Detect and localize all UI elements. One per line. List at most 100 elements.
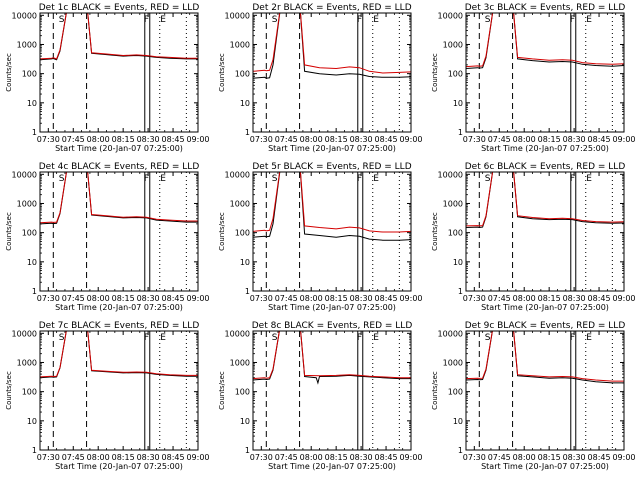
marker-label-e: E [586,333,592,343]
marker-label-s: S [485,15,491,25]
x-tick-label: 08:15 [112,453,135,462]
series-line-events [466,331,624,384]
panel-title: Det 5r BLACK = Events, RED = LLD [252,162,411,172]
x-tick-label: 07:45 [62,453,85,462]
marker-label-e: E [373,174,379,184]
x-tick-label: 07:45 [275,294,298,303]
marker-label-s: S [59,333,65,343]
x-tick-label: 08:30 [563,453,586,462]
y-axis-label: Counts/sec [218,53,226,92]
x-tick-label: 08:45 [588,294,611,303]
x-tick-label: 07:45 [62,294,85,303]
marker-label-s: S [272,333,278,343]
chart-panel-2: Det 2r BLACK = Events, RED = LLD Counts/s… [218,3,423,153]
marker-label-f: F [144,174,149,184]
x-tick-label: 07:30 [463,135,486,144]
y-tick-label: 1000 [443,358,463,367]
marker-label-f: F [357,174,362,184]
y-tick-label: 10000 [12,329,37,338]
chart-panel-1: Det 1c BLACK = Events, RED = LLD Counts/s… [5,3,210,153]
x-tick-label: 08:00 [513,135,536,144]
y-tick-label: 1000 [443,40,463,49]
x-tick-label: 08:30 [137,453,160,462]
y-tick-label: 10000 [12,11,37,20]
y-tick-label: 1000 [17,40,37,49]
x-tick-label: 08:15 [112,135,135,144]
series-line-events [253,13,411,79]
series-line-lld [466,172,624,227]
marker-label-f: F [570,174,575,184]
y-axis-label: Counts/sec [431,53,439,92]
x-tick-label: 08:00 [300,135,323,144]
marker-label-e: E [586,15,592,25]
series-line-lld [40,331,198,378]
x-tick-label: 08:45 [375,135,398,144]
y-tick-label: 1 [245,446,250,455]
x-tick-label: 07:30 [37,135,60,144]
x-tick-label: 08:45 [588,453,611,462]
panel-title: Det 1c BLACK = Events, RED = LLD [39,3,200,13]
plot-frame [465,330,625,451]
x-tick-label: 09:00 [186,453,209,462]
y-tick-label: 10000 [12,170,37,179]
marker-label-f: F [570,333,575,343]
x-tick-label: 07:45 [62,135,85,144]
y-tick-label: 10 [240,99,250,108]
plot-frame [252,12,412,133]
y-tick-label: 100 [235,388,250,397]
x-tick-label: 09:00 [399,294,422,303]
marker-label-s: S [272,174,278,184]
plot-frame [39,330,199,451]
x-tick-label: 07:30 [37,294,60,303]
x-axis-label: Start Time (20-Jan-07 07:25:00) [481,144,609,153]
x-tick-label: 08:30 [563,135,586,144]
y-tick-label: 1000 [443,199,463,208]
x-tick-label: 08:00 [513,294,536,303]
marker-label-e: E [373,15,379,25]
x-axis-label: Start Time (20-Jan-07 07:25:00) [481,462,609,471]
series-line-lld [253,13,411,74]
panel-title: Det 6c BLACK = Events, RED = LLD [465,162,626,172]
x-tick-label: 07:45 [488,294,511,303]
x-tick-label: 09:00 [399,453,422,462]
plot-frame [465,171,625,292]
y-tick-label: 1000 [17,199,37,208]
x-tick-label: 09:00 [186,135,209,144]
marker-label-s: S [485,174,491,184]
x-tick-label: 08:15 [325,453,348,462]
x-axis-label: Start Time (20-Jan-07 07:25:00) [481,303,609,312]
x-tick-label: 08:00 [300,294,323,303]
y-tick-label: 1 [458,128,463,137]
x-tick-label: 08:00 [87,294,110,303]
x-tick-label: 08:30 [350,453,373,462]
y-tick-label: 100 [22,229,37,238]
x-tick-label: 08:15 [325,135,348,144]
panel-title: Det 9c BLACK = Events, RED = LLD [465,321,626,331]
y-tick-label: 1 [245,287,250,296]
x-tick-label: 07:30 [463,294,486,303]
x-axis-label: Start Time (20-Jan-07 07:25:00) [268,462,396,471]
y-tick-label: 10000 [225,11,250,20]
marker-label-s: S [272,15,278,25]
y-tick-label: 10 [27,258,37,267]
x-axis-label: Start Time (20-Jan-07 07:25:00) [55,303,183,312]
x-axis-label: Start Time (20-Jan-07 07:25:00) [55,462,183,471]
marker-label-f: F [144,15,149,25]
x-tick-label: 09:00 [612,294,635,303]
x-tick-label: 07:30 [250,294,273,303]
y-tick-label: 1000 [230,358,250,367]
series-line-lld [253,331,411,380]
marker-label-f: F [357,15,362,25]
x-tick-label: 08:30 [350,294,373,303]
y-tick-label: 1 [32,287,37,296]
chart-panel-4: Det 4c BLACK = Events, RED = LLD Counts/s… [5,162,210,312]
y-tick-label: 10000 [438,170,463,179]
x-tick-label: 08:30 [350,135,373,144]
marker-label-e: E [373,333,379,343]
x-tick-label: 07:45 [275,135,298,144]
y-tick-label: 100 [235,70,250,79]
marker-label-s: S [59,15,65,25]
plot-frame [252,330,412,451]
x-tick-label: 07:30 [250,135,273,144]
y-tick-label: 1 [32,446,37,455]
